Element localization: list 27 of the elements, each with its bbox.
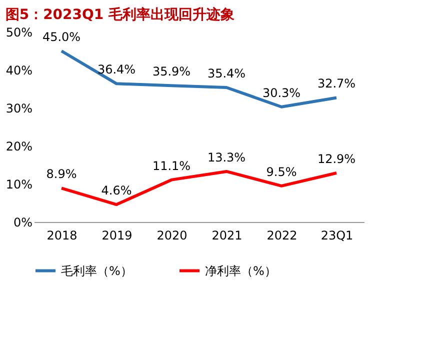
data-label: 13.3%	[207, 150, 246, 164]
data-label: 45.0%	[42, 30, 81, 44]
data-label: 30.3%	[262, 86, 301, 100]
data-label: 4.6%	[101, 184, 132, 198]
data-label: 35.4%	[207, 66, 246, 80]
y-tick-label: 20%	[6, 140, 32, 154]
y-tick-label: 40%	[6, 64, 32, 78]
x-tick-label: 2020	[156, 228, 188, 242]
data-label: 9.5%	[266, 164, 297, 179]
y-tick-label: 0%	[13, 216, 32, 230]
x-tick-label: 2021	[212, 228, 242, 242]
data-label: 32.7%	[317, 76, 356, 91]
legend-label: 净利率（%）	[205, 264, 276, 278]
x-tick-label: 2018	[46, 228, 78, 242]
y-tick-label: 50%	[6, 26, 32, 40]
x-tick-label: 2019	[102, 228, 132, 242]
data-label: 36.4%	[97, 62, 136, 77]
legend-label: 毛利率（%）	[61, 264, 132, 278]
chart-title: 图5：2023Q1 毛利率出现回升迹象	[5, 6, 235, 23]
data-label: 35.9%	[152, 64, 191, 79]
y-tick-label: 30%	[6, 102, 32, 116]
data-label: 8.9%	[46, 167, 77, 182]
data-label: 12.9%	[317, 152, 356, 166]
data-label: 11.1%	[152, 158, 191, 173]
x-tick-label: 23Q1	[320, 228, 354, 242]
x-tick-label: 2022	[266, 228, 298, 242]
y-tick-label: 10%	[6, 178, 32, 192]
